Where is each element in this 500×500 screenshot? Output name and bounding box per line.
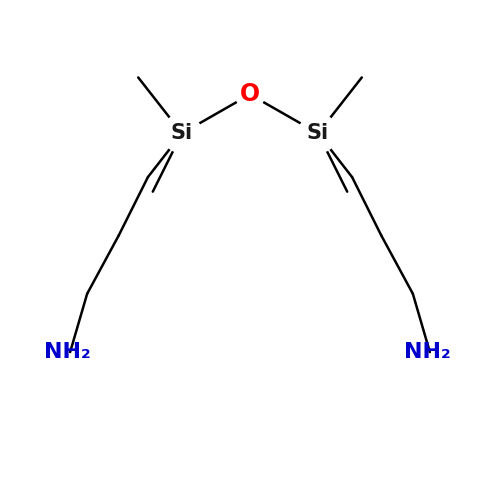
Circle shape: [298, 114, 338, 153]
Text: O: O: [240, 82, 260, 106]
Text: NH₂: NH₂: [44, 342, 91, 362]
Text: Si: Si: [171, 124, 193, 144]
Text: Si: Si: [307, 124, 329, 144]
Circle shape: [162, 114, 202, 153]
Circle shape: [236, 80, 264, 109]
Text: NH₂: NH₂: [404, 342, 451, 362]
